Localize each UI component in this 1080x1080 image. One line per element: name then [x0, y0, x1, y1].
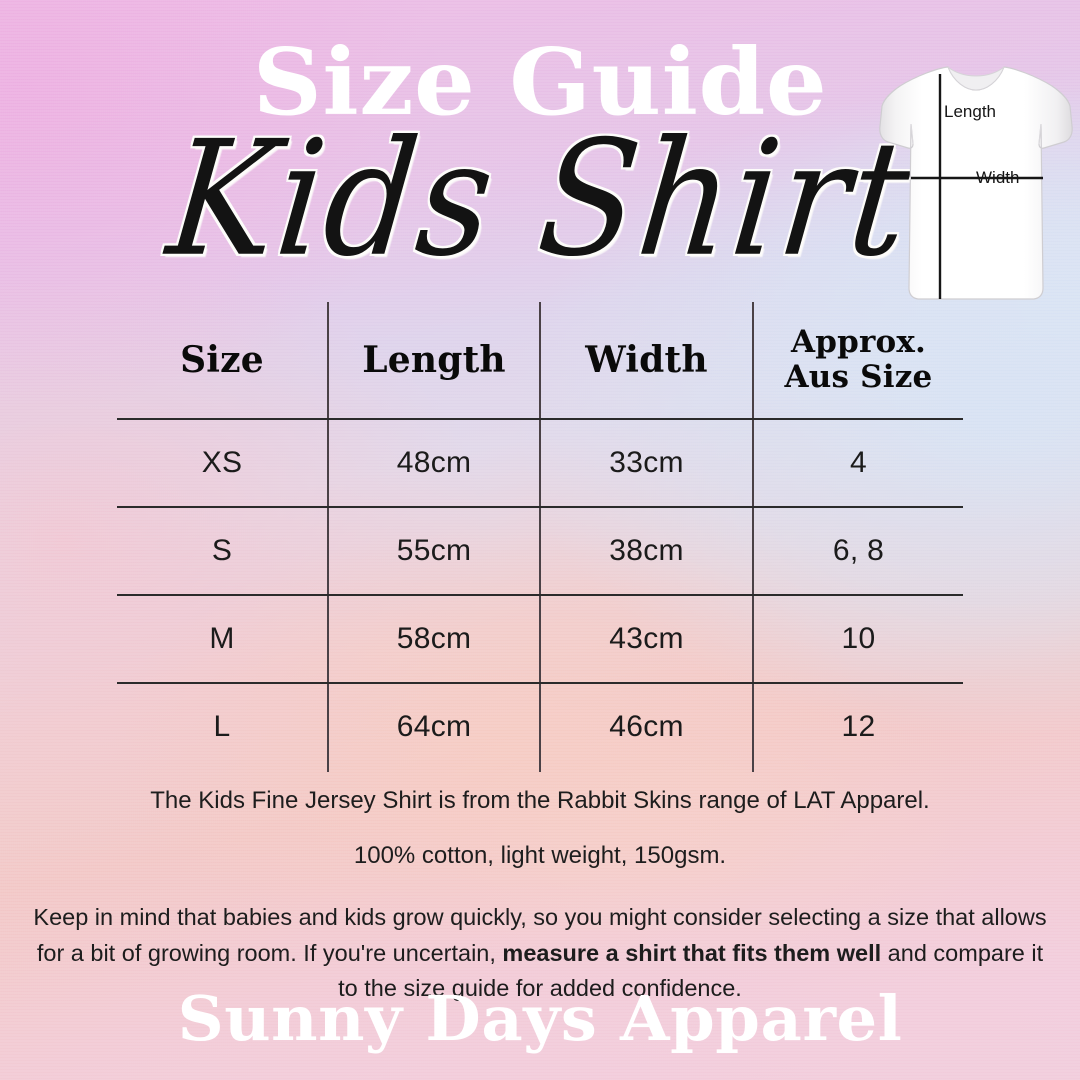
- table-column-divider-1: [327, 302, 329, 772]
- footer-brand-name: Sunny Days Apparel: [177, 982, 903, 1055]
- table-header-width: Width: [585, 338, 708, 381]
- note-sizing-advice-part-2: and compare it to the size guide for add…: [338, 939, 1044, 1002]
- table-row: L: [213, 710, 231, 743]
- table-row-divider-3: [117, 594, 963, 596]
- table-row: 10: [841, 622, 876, 655]
- table-row-divider-4: [117, 682, 963, 684]
- table-row: 6, 8: [832, 534, 885, 567]
- table-row: 38cm: [609, 534, 684, 567]
- table-row: 33cm: [609, 446, 684, 479]
- table-row: 58cm: [396, 622, 472, 655]
- table-row: M: [209, 622, 235, 655]
- table-row: 46cm: [609, 710, 684, 743]
- table-column-divider-2: [539, 302, 541, 772]
- table-row: 12: [841, 710, 876, 743]
- note-product-source: The Kids Fine Jersey Shirt is from the R…: [150, 787, 930, 814]
- tshirt-diagram: Length Width: [878, 52, 1074, 310]
- note-fabric-spec: 100% cotton, light weight, 150gsm.: [353, 842, 727, 869]
- table-row: 4: [850, 446, 867, 479]
- measurement-lines: [911, 74, 1043, 299]
- tshirt-body-shape: [879, 66, 1073, 300]
- table-row: S: [211, 534, 233, 567]
- table-row: XS: [201, 446, 243, 479]
- table-row-divider-1: [117, 418, 963, 420]
- table-header-length: Length: [362, 338, 506, 381]
- tshirt-length-label: Length: [944, 102, 996, 121]
- note-sizing-advice-emphasis: measure a shirt that fits them well: [502, 939, 882, 966]
- table-column-divider-3: [752, 302, 754, 772]
- table-row-divider-2: [117, 506, 963, 508]
- tshirt-width-label: Width: [976, 168, 1020, 187]
- table-row: 43cm: [609, 622, 684, 655]
- note-sizing-advice: Keep in mind that babies and kids grow q…: [30, 900, 1050, 1007]
- page-title: Size Guide: [252, 28, 828, 136]
- table-header-aus-size: Approx. Aus Size: [784, 324, 933, 395]
- note-sizing-advice-part-1: Keep in mind that babies and kids grow q…: [33, 904, 1047, 966]
- table-row: 55cm: [396, 534, 472, 567]
- table-row: 48cm: [396, 446, 472, 479]
- table-header-size: Size: [180, 338, 264, 381]
- table-row: 64cm: [396, 710, 472, 743]
- size-table: Size Length Width Approx. Aus Size XS 48…: [117, 302, 963, 772]
